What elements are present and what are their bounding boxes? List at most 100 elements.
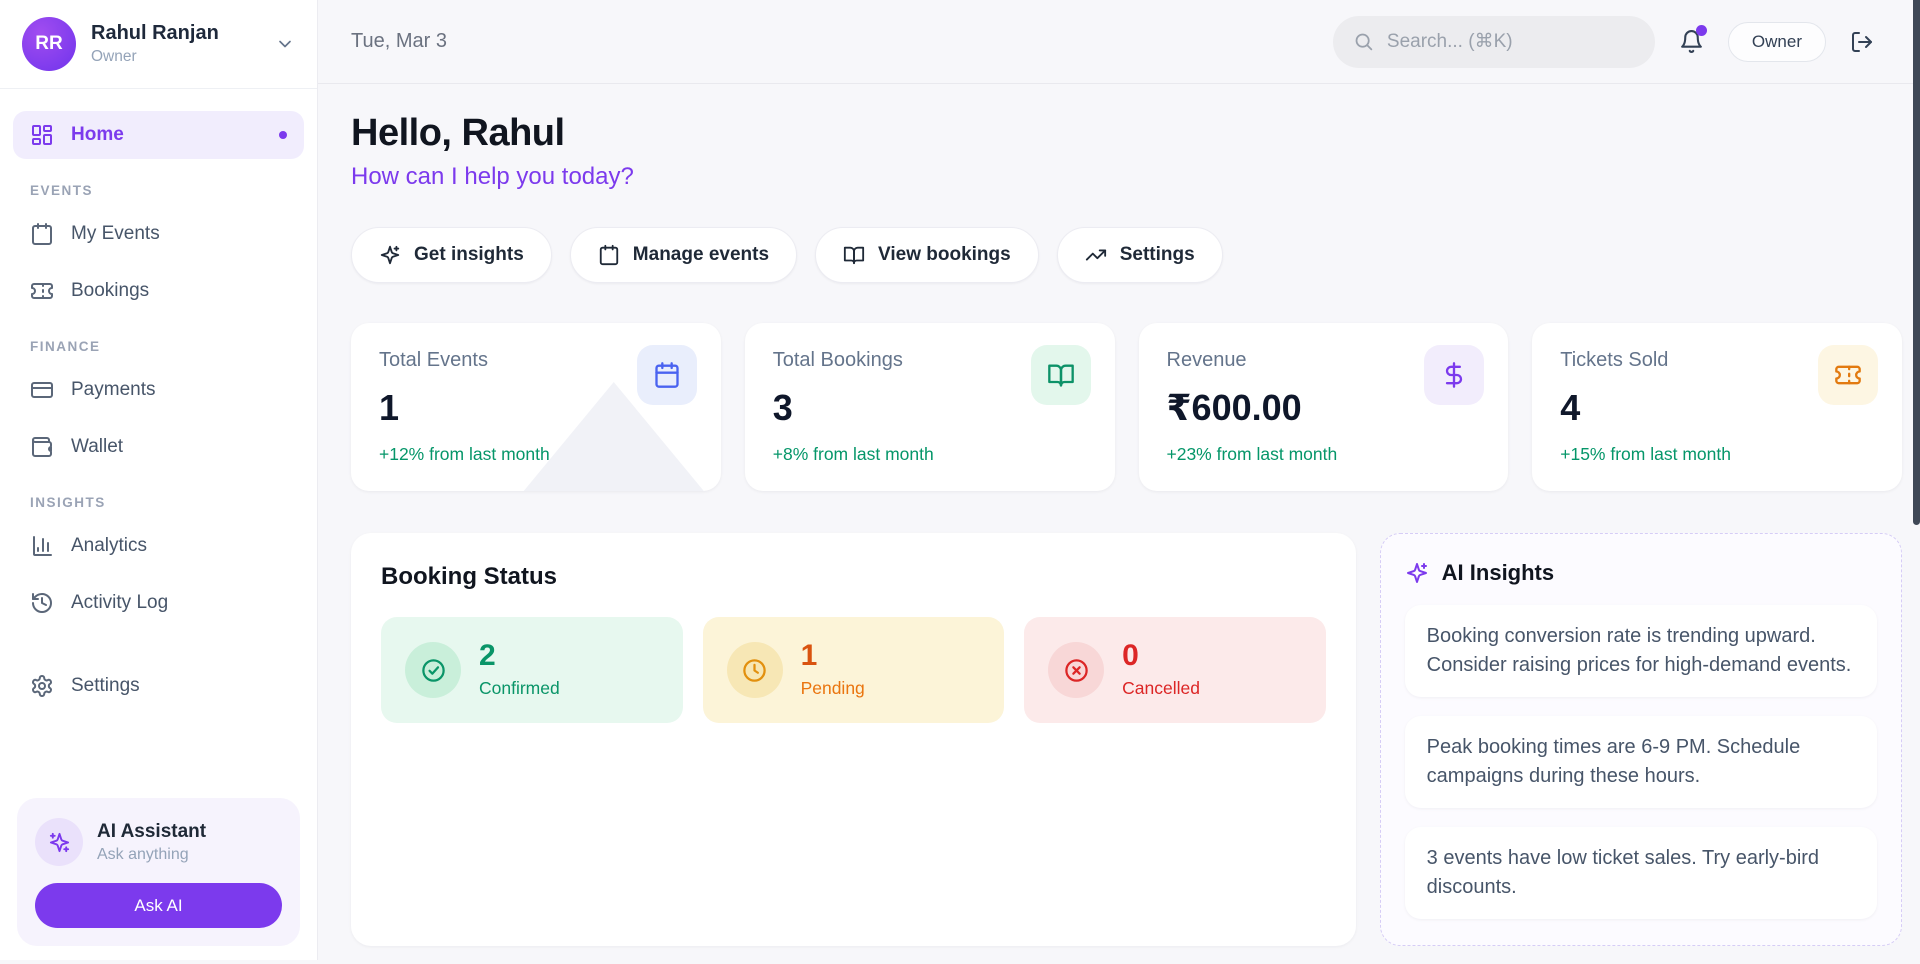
notifications-button[interactable] [1679, 25, 1707, 54]
stat-value: ₹600.00 [1166, 387, 1302, 428]
ai-assistant-title: AI Assistant [97, 820, 207, 842]
ai-insights-title: AI Insights [1441, 560, 1555, 585]
get-insights-button[interactable]: Get insights [351, 227, 552, 283]
stat-value: 4 [1560, 387, 1581, 428]
sidebar-item-label: My Events [71, 223, 160, 244]
stat-label: Total Bookings [772, 349, 903, 371]
sidebar-item-bookings[interactable]: Bookings [13, 267, 304, 315]
history-icon [30, 591, 54, 615]
status-label: Pending [800, 678, 865, 698]
sidebar: RR Rahul Ranjan Owner Home EVENTS My Eve… [0, 0, 318, 960]
stat-delta: +12% from last month [379, 444, 550, 464]
sparkles-icon [1405, 561, 1429, 585]
status-tile-cancelled: 0 Cancelled [1024, 617, 1326, 723]
ai-insights-panel: AI Insights Booking conversion rate is t… [1379, 533, 1902, 946]
status-tile-confirmed: 2 Confirmed [381, 617, 683, 723]
trending-up-icon [1085, 244, 1107, 266]
stat-card-total-bookings: Total Bookings 3 +8% from last month [744, 323, 1115, 491]
user-role: Owner [91, 48, 137, 65]
status-count: 0 [1122, 639, 1139, 672]
stat-card-total-events: Total Events 1 +12% from last month [351, 323, 721, 491]
manage-events-button[interactable]: Manage events [569, 227, 798, 283]
status-tile-pending: 1 Pending [702, 617, 1005, 723]
search-icon [1353, 31, 1374, 52]
logout-icon [1852, 31, 1872, 52]
calendar-icon [636, 345, 697, 405]
sidebar-item-label: Home [71, 124, 124, 145]
nav-group-label-finance: FINANCE [30, 339, 101, 354]
insight-item: Peak booking times are 6-9 PM. Schedule … [1404, 716, 1877, 808]
insight-item: Booking conversion rate is trending upwa… [1404, 605, 1877, 697]
status-label: Confirmed [479, 678, 560, 698]
action-label: View bookings [878, 244, 1011, 265]
stat-card-tickets-sold: Tickets Sold 4 +15% from last month [1532, 323, 1902, 491]
dollar-icon [1424, 345, 1485, 405]
status-count: 1 [800, 639, 818, 672]
action-label: Get insights [414, 244, 524, 265]
settings-quick-button[interactable]: Settings [1056, 227, 1223, 283]
nav-spacer [13, 636, 304, 662]
bar-chart-icon [30, 534, 54, 558]
chevron-down-icon[interactable] [275, 34, 295, 54]
nav-group-label-insights: INSIGHTS [30, 495, 106, 510]
sidebar-item-payments[interactable]: Payments [13, 366, 304, 414]
sidebar-item-label: Settings [71, 675, 140, 696]
calendar-icon [598, 244, 620, 266]
stat-delta: +8% from last month [772, 444, 934, 464]
user-name: Rahul Ranjan [91, 22, 219, 44]
book-open-icon [843, 244, 865, 266]
page-title: Hello, Rahul [351, 112, 565, 154]
calendar-icon [30, 222, 54, 246]
ask-ai-button[interactable]: Ask AI [35, 883, 282, 928]
search-input[interactable] [1386, 30, 1635, 53]
sidebar-item-label: Payments [71, 379, 156, 400]
credit-card-icon [30, 378, 54, 402]
sidebar-item-activity-log[interactable]: Activity Log [13, 579, 304, 627]
notification-badge-dot [1695, 25, 1707, 36]
search-box[interactable] [1332, 15, 1655, 68]
sparkles-icon [35, 818, 83, 866]
booking-status-card: Booking Status 2 Confirmed [351, 533, 1356, 946]
active-indicator-dot [279, 131, 287, 139]
sidebar-item-settings[interactable]: Settings [13, 662, 304, 710]
stat-card-revenue: Revenue ₹600.00 +23% from last month [1138, 323, 1509, 491]
stat-label: Revenue [1166, 349, 1247, 371]
sidebar-item-wallet[interactable]: Wallet [13, 423, 304, 471]
wallet-icon [30, 435, 54, 459]
dashboard-content: Hello, Rahul How can I help you today? G… [318, 84, 1920, 964]
sidebar-item-home[interactable]: Home [13, 111, 304, 159]
topbar: Tue, Mar 3 Owner [318, 0, 1920, 84]
vertical-scrollbar[interactable] [1913, 0, 1920, 525]
logout-button[interactable] [1850, 30, 1874, 54]
action-label: Settings [1119, 244, 1195, 265]
ticket-icon [30, 279, 54, 303]
dashboard-icon [30, 123, 54, 147]
booking-status-title: Booking Status [381, 563, 558, 590]
insight-item: 3 events have low ticket sales. Try earl… [1404, 827, 1877, 919]
sidebar-item-label: Wallet [71, 436, 124, 457]
gear-icon [30, 674, 54, 698]
quick-actions: Get insights Manage events View bookings… [351, 227, 1902, 283]
role-badge: Owner [1727, 21, 1826, 62]
avatar-initials: RR [35, 33, 63, 54]
avatar: RR [22, 17, 76, 71]
stat-value: 3 [772, 387, 793, 428]
nav-group-label-events: EVENTS [30, 183, 94, 198]
check-circle-icon [405, 642, 461, 698]
status-count: 2 [479, 639, 496, 672]
sidebar-item-label: Analytics [71, 535, 148, 556]
main-area: Tue, Mar 3 Owner Hello, Rahul How can I … [318, 0, 1920, 960]
sidebar-item-label: Bookings [71, 280, 150, 301]
stat-label: Total Events [379, 349, 488, 371]
user-profile-menu[interactable]: RR Rahul Ranjan Owner [0, 0, 317, 89]
ai-assistant-card: AI Assistant Ask anything Ask AI [17, 798, 300, 946]
sparkles-icon [379, 244, 401, 266]
sidebar-item-my-events[interactable]: My Events [13, 210, 304, 258]
sidebar-item-label: Activity Log [71, 592, 169, 613]
stat-value: 1 [379, 387, 400, 428]
bell-icon [1681, 30, 1702, 53]
sidebar-nav: Home EVENTS My Events Bookings FINANCE P… [0, 89, 317, 798]
view-bookings-button[interactable]: View bookings [815, 227, 1039, 283]
stats-row: Total Events 1 +12% from last month Tota… [351, 323, 1902, 491]
sidebar-item-analytics[interactable]: Analytics [13, 522, 304, 570]
